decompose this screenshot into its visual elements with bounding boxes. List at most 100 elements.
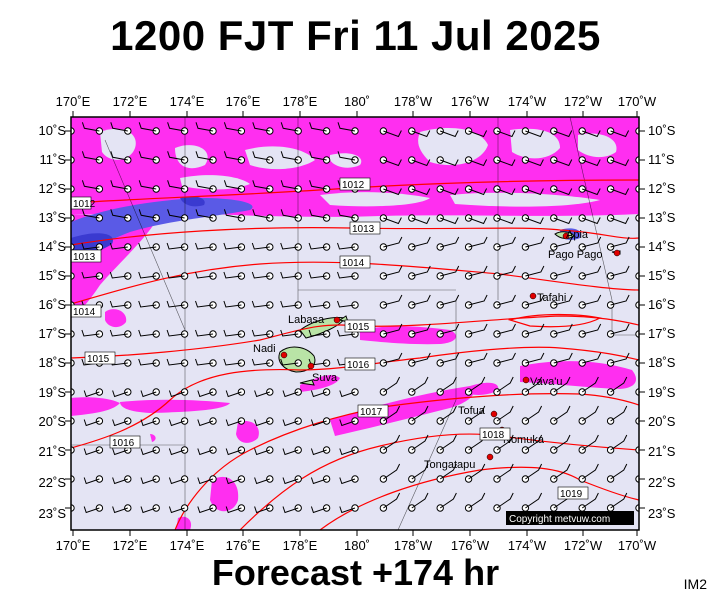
wind-barb: [308, 242, 327, 250]
wind-barb: [251, 300, 270, 308]
lat-right-5: 15˚S: [648, 268, 676, 283]
wind-barb: [282, 477, 299, 485]
wind-barb: [280, 300, 299, 308]
wind-station: [464, 446, 473, 454]
wind-station: [464, 359, 473, 367]
wind-station: [379, 330, 388, 338]
wind-station: [95, 446, 104, 454]
wind-barb: [339, 477, 356, 485]
lon-bottom-5: 180˚: [344, 538, 370, 553]
wind-barb: [496, 405, 514, 422]
lat-left-5: 15˚S: [39, 268, 67, 283]
wind-barb: [582, 217, 601, 225]
wind-barb: [225, 506, 242, 514]
lat-left-7: 17˚S: [39, 326, 67, 341]
lat-right-9: 19˚S: [648, 385, 676, 400]
place-vavau: Vava'u: [530, 376, 562, 388]
wind-barb: [138, 209, 157, 219]
wind-barb: [280, 358, 299, 366]
wind-barb: [195, 180, 214, 190]
wind-barb: [310, 419, 327, 427]
wind-barb: [109, 300, 128, 308]
wind-barb: [581, 492, 599, 509]
wind-station: [464, 504, 473, 512]
lon-top-1: 172˚E: [113, 94, 148, 109]
isobar-labels: 1012 1012 1013 1013 1014 1014 1015 1015 …: [71, 177, 589, 500]
wind-barb: [254, 477, 270, 485]
wind-barb: [411, 159, 431, 167]
wind-barb: [610, 159, 630, 167]
wind-barb: [525, 352, 545, 364]
wind-barb: [525, 405, 543, 422]
wind-barb: [166, 329, 185, 337]
wind-barb: [439, 434, 457, 451]
lat-left-6: 16˚S: [39, 297, 67, 312]
lon-top-7: 176˚W: [451, 94, 490, 109]
wind-barb: [468, 159, 488, 167]
wind-barb: [223, 242, 242, 250]
wind-station: [464, 243, 473, 251]
wind-barb: [525, 265, 545, 277]
isobar-label-1018: 1018: [482, 430, 505, 441]
wind-barb: [140, 477, 157, 485]
wind-barb: [610, 188, 630, 196]
wind-barb: [468, 294, 488, 306]
isobar-label-1013-b: 1013: [73, 252, 96, 263]
isobar-east-ring: [507, 313, 602, 328]
wind-station: [379, 243, 388, 251]
lat-right-8: 18˚S: [648, 355, 676, 370]
wind-barb: [109, 242, 128, 250]
lat-left-0: 10˚S: [39, 123, 67, 138]
wind-barb: [525, 492, 543, 509]
wind-barb: [254, 390, 270, 398]
wind-station: [379, 504, 388, 512]
wind-barb: [468, 323, 488, 335]
wind-barb: [109, 271, 128, 279]
wind-barb: [496, 188, 516, 196]
wind-barb: [112, 448, 128, 456]
lat-left-3: 13˚S: [39, 210, 67, 225]
wind-barb: [252, 122, 270, 132]
wind-barb: [610, 492, 628, 509]
place-pago-pago: Pago Pago: [548, 249, 602, 261]
wind-barb: [582, 159, 601, 167]
wind-barb: [223, 209, 242, 219]
wind-barb: [610, 434, 628, 451]
lon-top-6: 178˚W: [394, 94, 433, 109]
wind-barb: [223, 271, 242, 279]
lat-right-6: 16˚S: [648, 297, 676, 312]
lat-right-13: 23˚S: [648, 506, 676, 521]
wind-barb: [280, 242, 299, 250]
wind-station: [95, 504, 104, 512]
wind-barb: [282, 419, 299, 427]
wind-barb: [525, 159, 544, 167]
wind-barb: [468, 492, 486, 509]
wind-barb: [81, 329, 100, 337]
wind-barb: [610, 463, 628, 480]
lon-bottom-8: 174˚W: [508, 538, 547, 553]
wind-barb: [383, 323, 403, 335]
wind-barb: [310, 448, 327, 456]
wind-barb: [496, 352, 516, 364]
lat-left-2: 12˚S: [39, 181, 67, 196]
left-latitude-labels: 10˚S 11˚S 12˚S 13˚S 14˚S 15˚S 16˚S 17˚S …: [39, 123, 67, 521]
wind-barb: [496, 434, 514, 451]
isobar-label-1013-a: 1013: [352, 224, 375, 235]
lat-right-3: 13˚S: [648, 210, 676, 225]
wind-barb: [168, 419, 185, 427]
wind-station: [464, 388, 473, 396]
isobar-1013: [71, 227, 639, 246]
map-title: 1200 FJT Fri 11 Jul 2025: [110, 12, 601, 59]
wind-barb: [166, 300, 185, 308]
wind-barb: [468, 352, 488, 364]
wind-station: [464, 214, 473, 222]
wind-barb: [553, 434, 571, 451]
lat-left-4: 14˚S: [39, 239, 67, 254]
wind-barb: [553, 405, 571, 422]
wind-barb: [168, 390, 185, 398]
wind-barb: [496, 130, 516, 138]
wind-barb: [582, 130, 601, 138]
lat-right-4: 14˚S: [648, 239, 676, 254]
wind-barb: [411, 376, 429, 393]
wind-barb: [496, 294, 516, 306]
